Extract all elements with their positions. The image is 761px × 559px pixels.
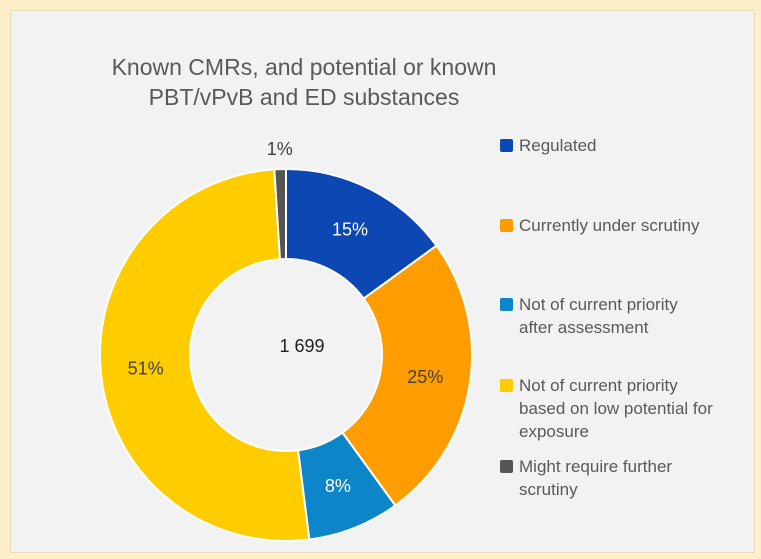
legend-item-after-assessment: Not of current priority after assessment <box>500 293 761 339</box>
slice-label-not-of-current-priority-based-on-low-potential-for-exposure: 51% <box>128 358 164 378</box>
legend-item-low-exposure: Not of current priority based on low pot… <box>500 374 761 443</box>
slice-label-currently-under-scrutiny: 25% <box>407 367 443 387</box>
slice-label-might-require-further-scrutiny: 1% <box>267 139 293 159</box>
slice-not-of-current-priority-based-on-low-potential-for-exposure <box>98 168 311 542</box>
slice-currently-under-scrutiny <box>341 244 473 507</box>
legend-label-further-scrutiny-line-2: scrutiny <box>519 480 578 499</box>
chart-title: Known CMRs, and potential or known PBT/v… <box>11 52 597 112</box>
slice-label-regulated: 15% <box>332 219 368 239</box>
legend-label-after-assessment-line-2: after assessment <box>519 318 649 337</box>
legend-swatch-further-scrutiny <box>500 460 513 473</box>
legend-label-after-assessment-line-1: Not of current priority <box>519 295 678 314</box>
legend-item-further-scrutiny: Might require further scrutiny <box>500 455 761 501</box>
legend-swatch-regulated <box>500 139 513 152</box>
legend-label-low-exposure-line-3: exposure <box>519 422 589 441</box>
legend-item-regulated: Regulated <box>500 134 761 157</box>
slice-might-require-further-scrutiny <box>273 167 287 261</box>
center-total-label: 1 699 <box>279 336 324 356</box>
legend-label-further-scrutiny-line-1: Might require further <box>519 457 673 476</box>
legend-label-low-exposure-line-2: based on low potential for <box>519 399 713 418</box>
legend-label-under-scrutiny: Currently under scrutiny <box>519 216 700 235</box>
legend-label-regulated: Regulated <box>519 136 597 155</box>
chart-title-line-2: PBT/vPvB and ED substances <box>148 84 460 110</box>
chart-frame: Known CMRs, and potential or known PBT/v… <box>10 10 755 553</box>
chart-title-line-1: Known CMRs, and potential or known <box>111 54 497 80</box>
donut-chart: 15% 25% 8% 51% 1% 1 699 <box>98 139 473 542</box>
legend-swatch-after-assessment <box>500 298 513 311</box>
legend-swatch-under-scrutiny <box>500 219 513 232</box>
legend-item-under-scrutiny: Currently under scrutiny <box>500 214 761 237</box>
slice-label-not-of-current-priority-after-assessment: 8% <box>325 476 351 496</box>
legend-swatch-low-exposure <box>500 379 513 392</box>
legend-label-low-exposure-line-1: Not of current priority <box>519 376 678 395</box>
